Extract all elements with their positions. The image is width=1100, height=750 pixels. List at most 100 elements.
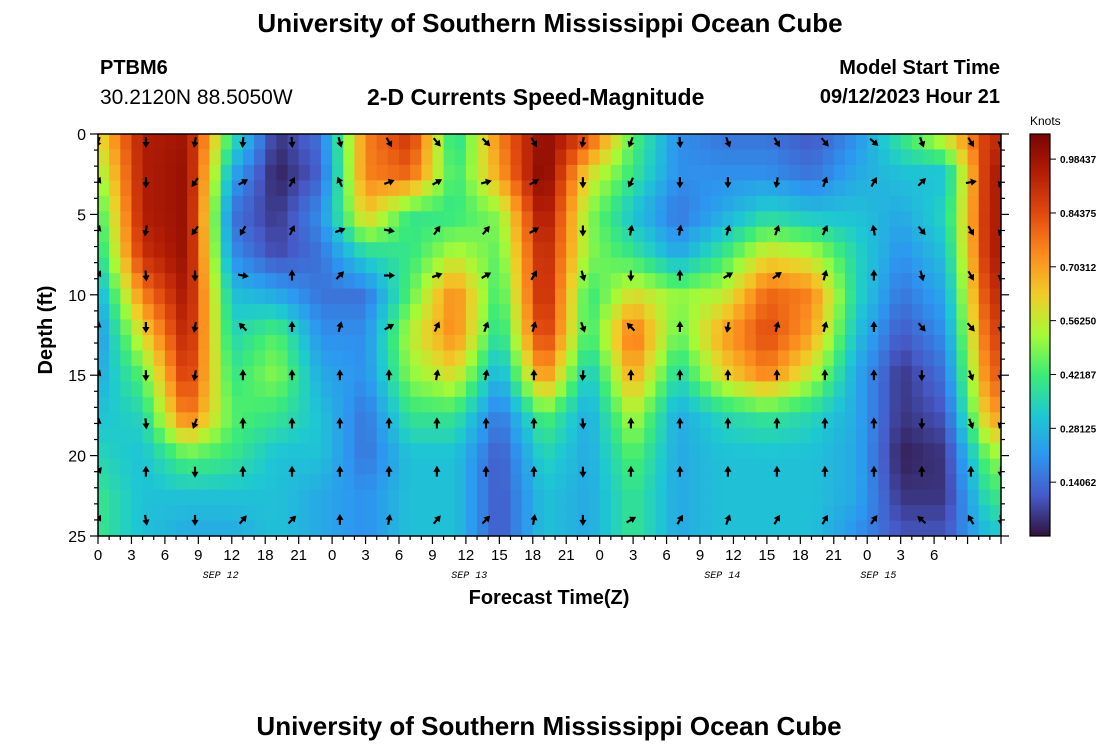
heat-cell — [956, 474, 969, 491]
heat-cell — [443, 134, 456, 151]
heat-cell — [510, 489, 523, 506]
heat-cell — [276, 180, 289, 197]
heat-cell — [454, 381, 467, 398]
heat-cell — [488, 226, 500, 243]
heat-cell — [142, 365, 155, 382]
heat-cell — [978, 195, 991, 212]
current-arrow — [917, 516, 927, 524]
heat-cell — [421, 257, 434, 274]
heat-cell — [666, 304, 679, 321]
heat-cell — [153, 273, 166, 290]
heat-cell — [688, 149, 701, 166]
heat-cell — [198, 458, 211, 475]
heat-cell — [733, 489, 746, 506]
heat-cell — [856, 164, 868, 181]
heat-cell — [778, 505, 790, 522]
colorbar-tick-label: 0.84375 — [1060, 209, 1097, 220]
heat-cell — [198, 195, 211, 212]
heat-cell — [98, 319, 110, 336]
heat-cell — [945, 335, 958, 352]
heat-cell — [231, 164, 244, 181]
heat-cell — [543, 134, 556, 151]
heat-cell — [900, 520, 913, 536]
heat-cell — [934, 381, 946, 398]
heat-cell — [432, 273, 445, 290]
heat-cell — [633, 396, 645, 413]
model-start-value: 09/12/2023 Hour 21 — [819, 86, 1000, 108]
heat-cell — [688, 242, 701, 259]
heat-cell — [510, 164, 523, 181]
heat-cell — [376, 164, 389, 181]
heat-cell — [621, 412, 634, 429]
heat-cell — [778, 288, 790, 305]
heat-cell — [856, 304, 868, 321]
heat-cell — [978, 164, 991, 181]
heat-cell — [833, 180, 846, 197]
heat-cell — [633, 365, 645, 382]
heat-cell — [711, 304, 723, 321]
heat-cell — [744, 458, 757, 475]
heat-cell — [655, 226, 668, 243]
heat-cell — [722, 149, 735, 166]
heat-cell — [343, 381, 356, 398]
heat-cell — [822, 520, 835, 536]
heat-cell — [989, 520, 1001, 536]
heat-cell — [98, 195, 110, 212]
heat-cell — [521, 458, 534, 475]
heat-cell — [934, 474, 946, 491]
heat-cell — [432, 427, 445, 444]
heat-cell — [889, 520, 902, 536]
heat-cell — [376, 180, 389, 197]
heat-cell — [889, 319, 902, 336]
heat-cell — [454, 335, 467, 352]
heat-cell — [488, 319, 500, 336]
heat-cell — [922, 505, 935, 522]
heat-cell — [109, 365, 121, 382]
heat-cell — [956, 134, 969, 151]
heat-cell — [822, 365, 835, 382]
heat-cell — [878, 180, 891, 197]
heat-cell — [287, 335, 300, 352]
heat-cell — [176, 381, 188, 398]
heat-cell — [778, 520, 790, 536]
heat-cell — [309, 226, 322, 243]
heat-cell — [220, 149, 233, 166]
heat-cell — [766, 350, 779, 367]
date-label: SEP 14 — [704, 571, 740, 582]
current-arrow — [773, 321, 781, 333]
heat-cell — [109, 226, 121, 243]
heat-cell — [989, 134, 1001, 151]
heat-cell — [488, 304, 500, 321]
heat-cell — [287, 443, 300, 460]
heat-cell — [176, 350, 188, 367]
heat-cell — [922, 319, 935, 336]
x-axis: 0 3 6 9 12 18 21 0 3 6 9 12 15 18 21 0 3 6 9 12 15 18 21 0 3 6SEP… — [94, 536, 1002, 582]
heat-cell — [399, 520, 411, 536]
heat-cell — [499, 520, 512, 536]
heat-cell — [265, 412, 277, 429]
heat-cell — [432, 489, 445, 506]
heat-cell — [711, 164, 723, 181]
heat-cell — [131, 474, 144, 491]
heat-cell — [911, 304, 924, 321]
heat-cell — [176, 226, 188, 243]
current-arrow — [821, 369, 829, 381]
heat-cell — [298, 427, 311, 444]
heat-cell — [265, 226, 277, 243]
heat-cell — [945, 458, 958, 475]
heat-cell — [967, 335, 980, 352]
heat-cell — [242, 273, 255, 290]
heat-cell — [120, 273, 133, 290]
heat-cell — [766, 412, 779, 429]
heat-cell — [878, 195, 891, 212]
heat-cell — [700, 288, 712, 305]
heat-cell — [778, 350, 790, 367]
heat-cell — [621, 257, 634, 274]
heat-cell — [399, 443, 411, 460]
heat-cell — [744, 427, 757, 444]
heat-cell — [454, 319, 467, 336]
heat-cell — [867, 396, 879, 413]
heat-cell — [677, 520, 690, 536]
heat-cell — [800, 474, 813, 491]
heat-cell — [800, 134, 813, 151]
